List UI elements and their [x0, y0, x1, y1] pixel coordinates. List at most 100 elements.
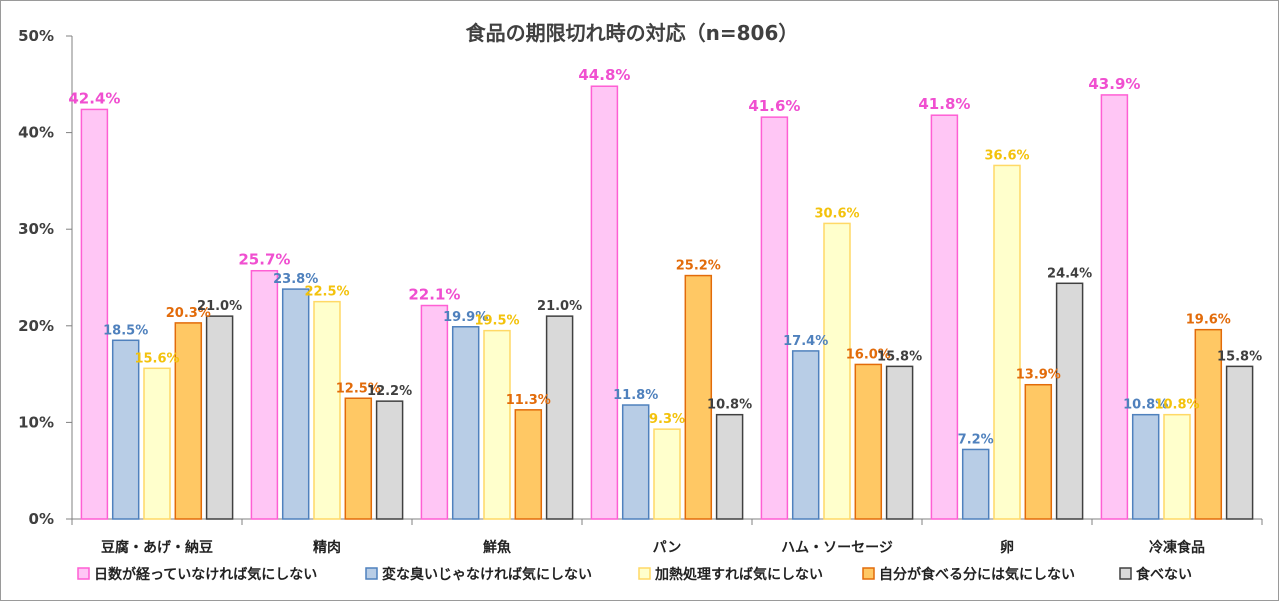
y-axis: 0% 10% 20% 30% 40% 50% [18, 27, 73, 528]
y-tick-label: 0% [29, 510, 54, 528]
bar [80, 108, 109, 520]
data-label: 15.8% [877, 349, 922, 364]
bar [143, 367, 171, 520]
data-label: 30.6% [814, 206, 859, 221]
bar [1163, 413, 1191, 520]
data-label: 11.8% [613, 388, 658, 403]
bar [653, 428, 681, 520]
bar [823, 222, 851, 520]
bar [250, 269, 279, 520]
bar [885, 365, 914, 520]
bar [545, 315, 574, 520]
x-axis: 豆腐・あげ・納豆 精肉 鮮魚 パン ハム・ソーセージ 卵 冷凍食品 [71, 518, 1263, 556]
bar [1225, 365, 1254, 520]
data-label: 7.2% [958, 432, 994, 447]
data-label: 11.3% [506, 393, 551, 408]
legend-swatch [365, 567, 378, 580]
legend-label: 食べない [1136, 566, 1192, 583]
x-tick-label: 冷凍食品 [1149, 539, 1205, 556]
bar [313, 300, 341, 520]
data-label: 21.0% [197, 299, 242, 314]
legend-label: 変な臭いじゃなければ気にしない [382, 566, 592, 583]
data-label: 19.5% [474, 314, 519, 329]
data-label: 10.8% [1154, 398, 1199, 413]
bar [684, 274, 713, 520]
data-label: 18.5% [103, 323, 148, 338]
bar [451, 326, 480, 520]
bar [1131, 413, 1160, 520]
legend: 日数が経っていなければ気にしない 変な臭いじゃなければ気にしない 加熱処理すれば気に… [77, 566, 1192, 583]
data-label: 42.4% [68, 89, 120, 107]
bar [961, 448, 990, 520]
data-label: 16.0% [846, 347, 891, 362]
bar [375, 400, 404, 520]
bar [715, 413, 744, 520]
bar [1100, 94, 1129, 520]
bar [1055, 282, 1084, 520]
legend-swatch [1119, 567, 1132, 580]
x-tick-label: パン [653, 540, 682, 556]
data-label: 22.1% [408, 286, 460, 304]
data-label: 20.3% [166, 306, 211, 321]
x-tick-label: 精肉 [313, 539, 341, 556]
bar [993, 164, 1021, 520]
data-label: 19.6% [1186, 313, 1231, 328]
y-tick-label: 20% [18, 317, 54, 335]
legend-swatch [77, 567, 90, 580]
bar [930, 114, 959, 520]
legend-label: 日数が経っていなければ気にしない [94, 566, 317, 583]
data-label: 10.8% [1123, 398, 1168, 413]
data-label: 12.5% [336, 381, 381, 396]
data-label: 22.5% [304, 285, 349, 300]
bar [344, 397, 373, 520]
data-label: 36.6% [984, 148, 1029, 163]
data-label: 10.8% [707, 398, 752, 413]
legend-swatch [862, 567, 875, 580]
data-label: 23.8% [273, 272, 318, 287]
x-tick-label: 鮮魚 [483, 539, 511, 556]
bar [420, 304, 449, 520]
legend-label: 自分が食べる分には気にしない [879, 566, 1075, 583]
x-tick-label: 豆腐・あげ・納豆 [101, 539, 213, 556]
bar [1024, 383, 1053, 520]
legend-swatch [638, 567, 651, 580]
bar [483, 329, 511, 520]
data-label: 21.0% [537, 299, 582, 314]
data-label: 19.9% [443, 310, 488, 325]
bar [174, 322, 203, 520]
bar [621, 404, 650, 520]
data-label: 25.7% [238, 251, 290, 269]
bar [854, 363, 883, 520]
bar [1194, 328, 1223, 520]
bar [281, 288, 310, 520]
y-tick-label: 30% [18, 220, 54, 238]
bar [111, 339, 140, 520]
bar [760, 116, 789, 520]
data-label: 12.2% [367, 384, 412, 399]
data-label: 24.4% [1047, 266, 1092, 281]
data-label: 41.8% [918, 95, 970, 113]
bar [205, 315, 234, 520]
data-label: 15.8% [1217, 349, 1262, 364]
data-label: 25.2% [676, 259, 721, 274]
data-label: 9.3% [649, 412, 685, 427]
bars [80, 85, 1254, 520]
data-label: 13.9% [1016, 368, 1061, 383]
data-label: 43.9% [1088, 75, 1140, 93]
x-tick-label: ハム・ソーセージ [781, 540, 893, 556]
bar [514, 409, 543, 520]
data-label: 17.4% [783, 334, 828, 349]
y-tick-label: 40% [18, 124, 54, 142]
legend-label: 加熱処理すれば気にしない [654, 566, 823, 583]
x-tick-label: 卵 [1000, 539, 1014, 556]
chart-title: 食品の期限切れ時の対応（n=806） [466, 21, 799, 45]
bar [791, 350, 820, 520]
data-label: 15.6% [134, 351, 179, 366]
bar [590, 85, 619, 520]
data-label: 41.6% [748, 97, 800, 115]
data-labels: 42.4%18.5%15.6%20.3%21.0%25.7%23.8%22.5%… [68, 66, 1262, 447]
y-tick-label: 10% [18, 413, 54, 431]
y-tick-label: 50% [18, 27, 54, 45]
data-label: 44.8% [578, 66, 630, 84]
